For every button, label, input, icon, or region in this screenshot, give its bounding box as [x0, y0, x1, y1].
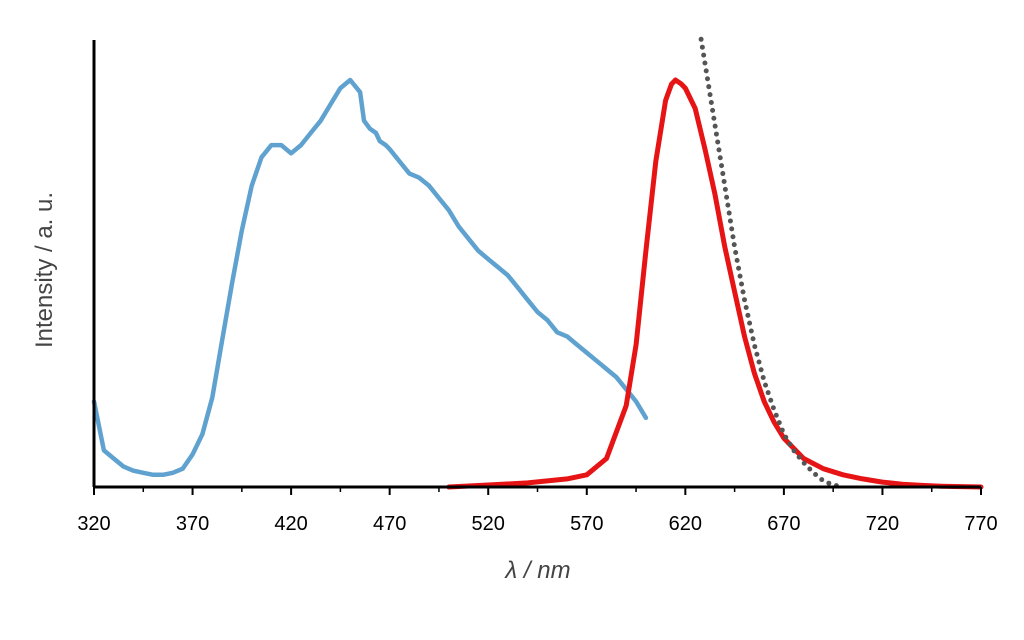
x-tick-label: 670	[767, 513, 800, 535]
series-line-1	[91, 77, 649, 478]
series-line-2	[446, 77, 984, 490]
x-tick-label: 370	[176, 513, 209, 535]
x-ticks: 320 370 420 470 520 570 620 670 720 770	[77, 487, 998, 535]
x-tick-label: 320	[77, 513, 110, 535]
series-layer	[91, 36, 984, 490]
x-tick-label: 770	[964, 513, 997, 535]
axes-layer	[92, 40, 981, 489]
x-tick-label: 520	[472, 513, 505, 535]
x-tick-label: 420	[274, 513, 307, 535]
x-axis-title: λ / nm	[503, 557, 570, 584]
x-tick-label: 720	[866, 513, 899, 535]
y-axis-title: Intensity / a. u.	[31, 192, 58, 348]
x-tick-label: 470	[373, 513, 406, 535]
x-tick-label: 570	[570, 513, 603, 535]
x-tick-label: 620	[669, 513, 702, 535]
